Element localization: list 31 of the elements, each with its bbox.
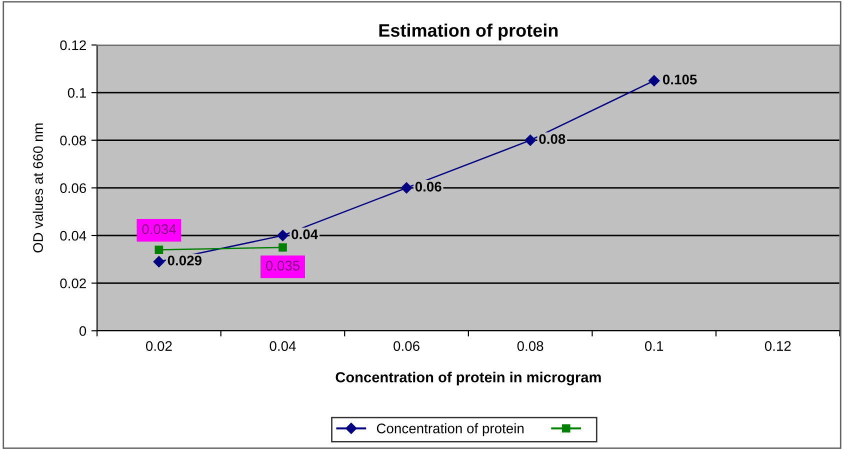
x-tick-label: 0.02 [146, 341, 172, 351]
x-axis-title: Concentration of protein in microgram [336, 372, 601, 386]
y-axis-title: OD values at 660 nm [32, 124, 43, 252]
x-tick-label: 0.1 [644, 341, 664, 351]
y-tick-label: 0.1 [68, 88, 86, 98]
data-label: 0.105 [662, 74, 697, 84]
data-label: 0.034 [142, 224, 176, 234]
point [524, 134, 536, 146]
x-tick-label: 0.12 [764, 341, 791, 351]
y-tick-label: 0.06 [60, 183, 86, 194]
y-tick-label: 0.08 [60, 136, 86, 146]
y-tick-label: 0.04 [60, 230, 86, 241]
x-tick-label: 0.04 [270, 341, 296, 351]
point [153, 256, 165, 268]
data-label: 0.08 [539, 134, 566, 144]
point [278, 243, 287, 252]
x-tick-label: 0.06 [394, 341, 420, 351]
data-label: 0.04 [292, 229, 318, 240]
point [648, 75, 660, 86]
y-tick-label: 0 [79, 326, 86, 336]
legend-label: Concentration of protein [376, 423, 524, 436]
x-tick-label: 0.08 [517, 341, 544, 351]
y-tick-label: 0.02 [60, 278, 86, 288]
y-tick-label: 0.12 [60, 40, 86, 50]
data-label: 0.06 [415, 182, 442, 192]
chart-title: Estimation of protein [379, 24, 558, 40]
data-label: 0.035 [266, 260, 300, 271]
point [400, 182, 412, 194]
point [154, 246, 164, 254]
data-label: 0.029 [168, 256, 202, 266]
point [277, 230, 288, 242]
